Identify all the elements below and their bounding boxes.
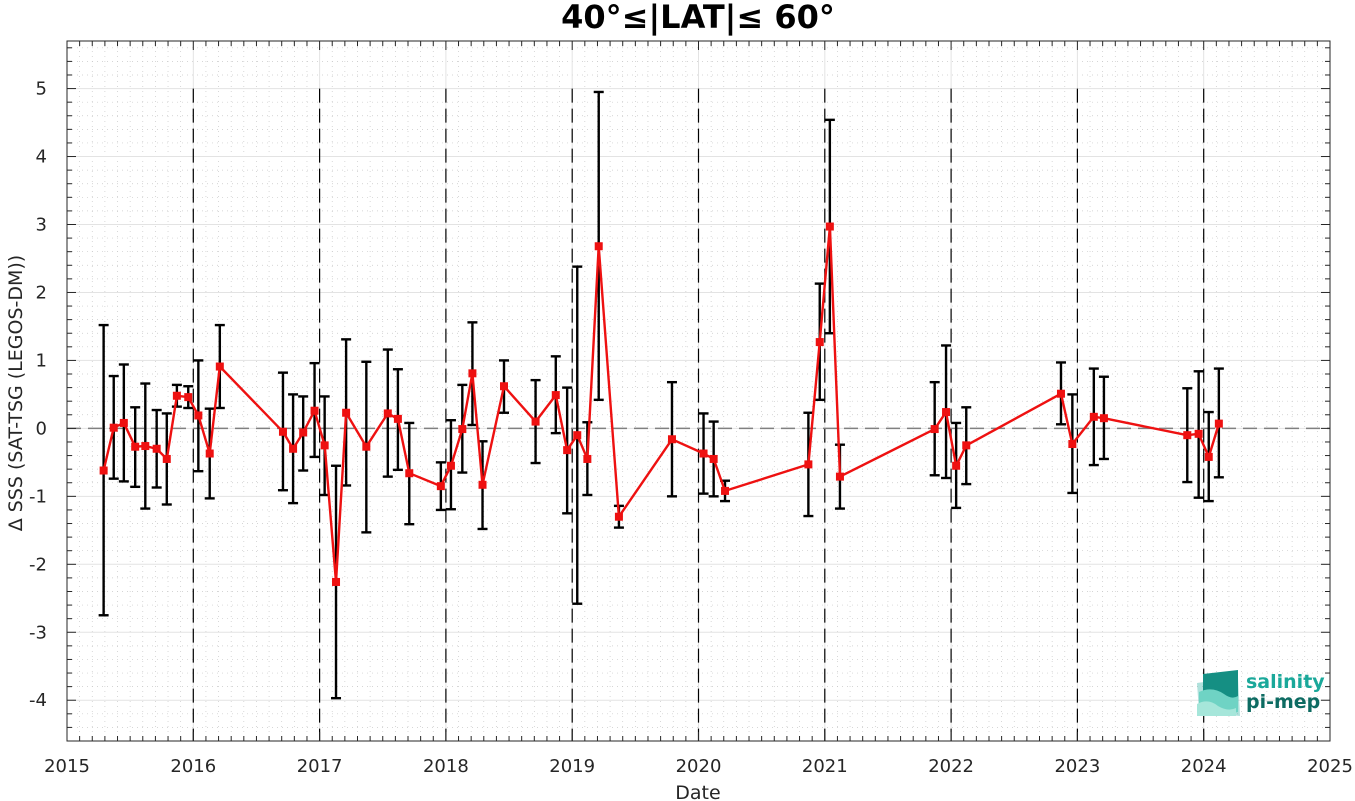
data-point — [299, 428, 308, 437]
data-point — [278, 427, 287, 436]
y-tick-label: 1 — [36, 350, 47, 371]
x-tick-labels: 2015 2016 2017 2018 2019 2020 2021 2022 2023 2024… — [44, 756, 1353, 777]
data-point — [563, 446, 572, 455]
logo-wave-icon — [1197, 670, 1240, 716]
x-tick-label: 2025 — [1307, 756, 1353, 777]
data-point — [152, 444, 161, 453]
data-point — [215, 362, 224, 371]
data-point — [119, 418, 128, 427]
x-tick-label: 2022 — [928, 756, 974, 777]
data-point — [531, 417, 540, 426]
y-tick-label: 2 — [36, 282, 47, 303]
data-point — [405, 469, 414, 478]
data-point — [362, 442, 371, 451]
data-point — [721, 486, 730, 495]
data-point — [162, 454, 171, 463]
data-point — [804, 460, 813, 469]
data-point — [205, 449, 214, 458]
data-point — [1056, 389, 1065, 398]
data-point — [709, 454, 718, 463]
data-point — [1183, 431, 1192, 440]
data-point — [383, 409, 392, 418]
y-tick-label: -4 — [29, 690, 47, 711]
data-point — [1099, 414, 1108, 423]
x-tick-label: 2015 — [44, 756, 90, 777]
y-tick-labels: -4 -3 -2 -1 0 1 2 3 4 5 — [29, 79, 47, 712]
y-axis-label: Δ SSS (SAT-TSG (LEGOS-DM)) — [5, 255, 27, 531]
data-point — [194, 411, 203, 420]
data-point — [551, 391, 560, 400]
data-point — [614, 512, 623, 521]
data-point — [952, 461, 961, 470]
data-point — [184, 393, 193, 402]
data-point — [699, 449, 708, 458]
data-point — [942, 408, 951, 417]
data-point — [478, 480, 487, 489]
axis-ticks — [66, 41, 1331, 741]
year-boundary-lines — [192, 88, 1205, 741]
y-tick-label: 3 — [36, 214, 47, 235]
data-point — [446, 461, 455, 470]
chart-title: 40°≤|LAT|≤ 60° — [561, 0, 835, 37]
series-line — [102, 225, 1221, 584]
data-point — [468, 369, 477, 378]
x-tick-label: 2020 — [676, 756, 722, 777]
data-point — [1089, 412, 1098, 421]
data-point — [962, 441, 971, 450]
data-point — [310, 406, 319, 415]
x-tick-label: 2016 — [170, 756, 216, 777]
data-point — [1068, 440, 1077, 449]
data-point — [1214, 419, 1223, 428]
data-point — [320, 441, 329, 450]
salinity-pi-mep-logo: salinity pi-mep — [1197, 670, 1325, 716]
data-point — [594, 242, 603, 251]
x-tick-label: 2023 — [1054, 756, 1100, 777]
data-point — [825, 222, 834, 231]
x-tick-label: 2024 — [1181, 756, 1227, 777]
x-tick-label: 2017 — [297, 756, 343, 777]
x-tick-label: 2021 — [802, 756, 848, 777]
logo-text-pi-mep: pi-mep — [1246, 691, 1320, 713]
x-tick-label: 2018 — [423, 756, 469, 777]
data-point — [499, 382, 508, 391]
data-point — [342, 408, 351, 417]
data-point — [99, 466, 108, 475]
y-tick-label: -3 — [29, 622, 47, 643]
x-axis-label: Date — [675, 782, 720, 801]
data-point — [109, 423, 118, 432]
y-tick-label: 4 — [36, 147, 47, 168]
data-point — [667, 435, 676, 444]
data-point — [835, 472, 844, 481]
y-tick-label: 0 — [36, 418, 47, 439]
y-tick-label: 5 — [36, 79, 47, 100]
data-point — [289, 444, 298, 453]
data-point — [815, 338, 824, 347]
data-point — [172, 391, 181, 400]
data-point — [930, 425, 939, 434]
data-point — [141, 442, 150, 451]
y-tick-label: -2 — [29, 554, 47, 575]
data-point — [573, 431, 582, 440]
y-tick-label: -1 — [29, 486, 47, 507]
x-tick-label: 2019 — [549, 756, 595, 777]
data-point — [1194, 429, 1203, 438]
data-point — [393, 414, 402, 423]
data-point — [458, 425, 467, 434]
data-point — [436, 482, 445, 491]
logo-text-salinity: salinity — [1246, 671, 1325, 693]
series-markers — [99, 222, 1223, 586]
data-point — [583, 454, 592, 463]
data-point — [332, 577, 341, 586]
data-point — [1204, 452, 1213, 461]
data-point — [131, 442, 140, 451]
